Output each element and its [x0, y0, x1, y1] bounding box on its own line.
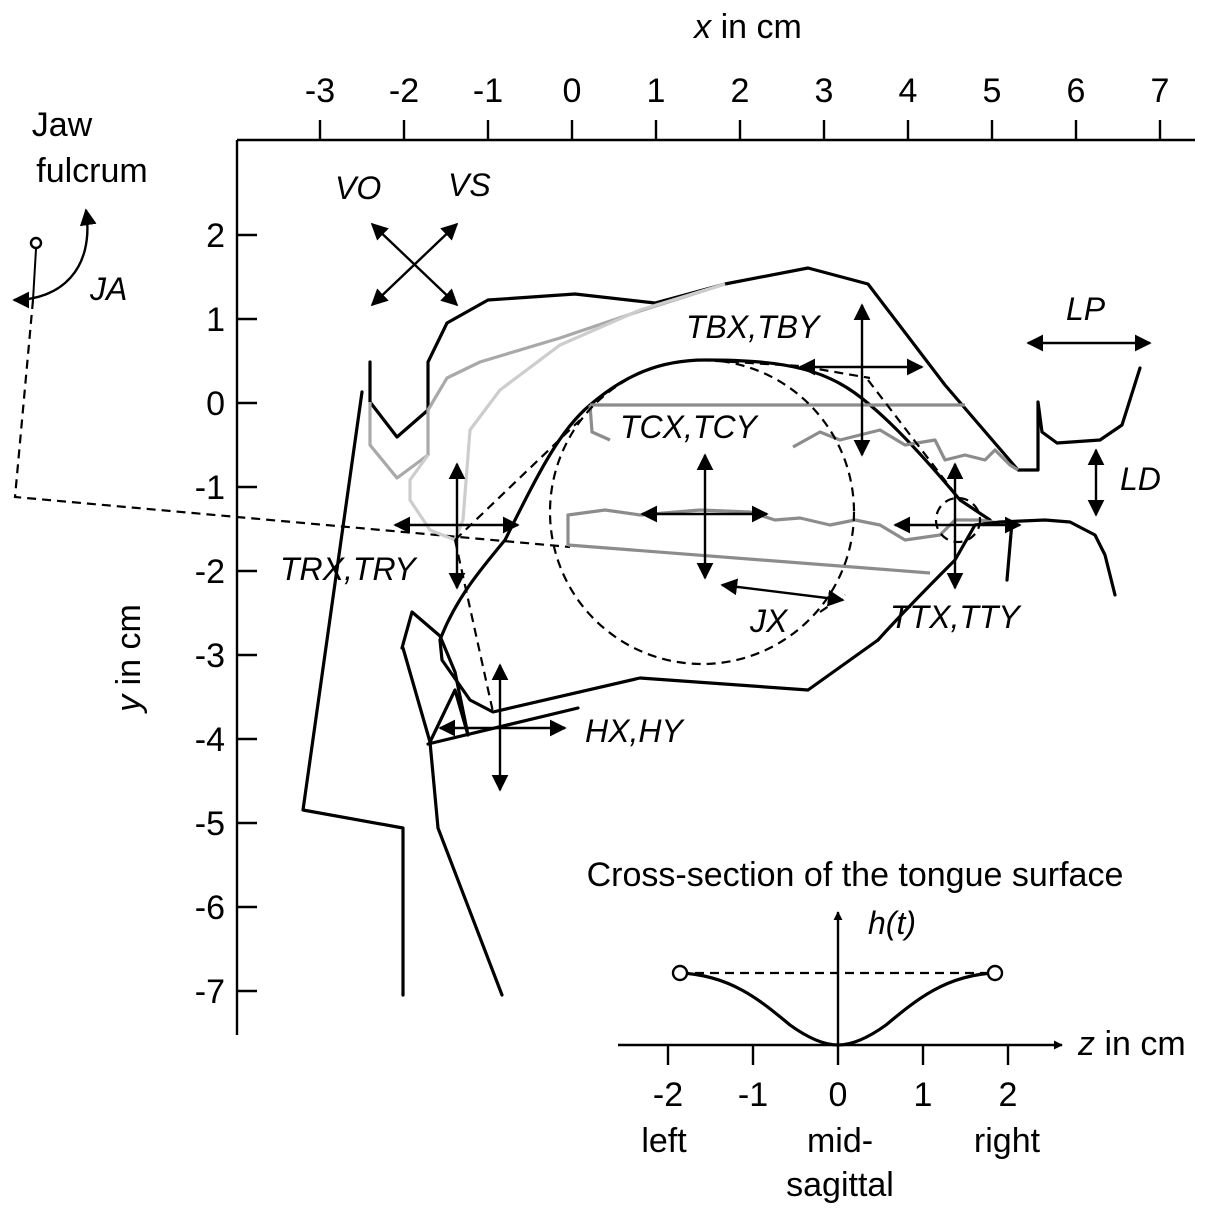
- inset-tick-label: -2: [653, 1076, 683, 1114]
- axis-frame: [235, 138, 1195, 1035]
- trx-try-label: TRX,TRY: [280, 551, 418, 587]
- y-tick-label: 0: [206, 385, 225, 423]
- x-tick-label: 4: [899, 72, 918, 110]
- jx-label: JX: [749, 603, 789, 639]
- inset-left-endpoint: [671, 964, 689, 982]
- velum-variant-1: [368, 282, 726, 480]
- y-tick-label: -6: [195, 889, 225, 927]
- x-tick-label: 0: [563, 72, 582, 110]
- tongue-back-dashed: [699, 358, 871, 380]
- vo-arrow: [370, 222, 459, 307]
- ttx-tty-label: TTX,TTY: [890, 599, 1022, 635]
- x-tick-label: 2: [731, 72, 750, 110]
- hx-hy-label: HX,HY: [585, 713, 685, 749]
- y-tick-label: -4: [195, 721, 225, 759]
- ld-label: LD: [1120, 461, 1161, 497]
- inset-left-label: left: [641, 1122, 687, 1160]
- cross-section-inset: Cross-section of the tongue surface h(t)…: [587, 856, 1186, 1204]
- tongue-body-circle: [548, 358, 856, 666]
- y-tick-label: -3: [195, 637, 225, 675]
- inset-tick-label: 1: [914, 1076, 933, 1114]
- x-tick-label: 3: [815, 72, 834, 110]
- jaw-fulcrum-label-line1: Jaw: [32, 106, 93, 144]
- larynx-outline: [400, 610, 504, 997]
- jaw-dashed-line: [13, 299, 571, 549]
- inset-title: Cross-section of the tongue surface: [587, 856, 1124, 894]
- x-tick-label: 5: [983, 72, 1002, 110]
- parameter-arrows: [370, 222, 1152, 792]
- tongue-gray-line-3: [566, 508, 1011, 545]
- y-tick-label: -2: [195, 553, 225, 591]
- inset-z-label: z in cm: [1077, 1025, 1186, 1063]
- jaw-fulcrum-stem: [32, 248, 37, 301]
- jaw-fulcrum-label-line2: fulcrum: [36, 152, 147, 190]
- x-tick-label: 7: [1151, 72, 1170, 110]
- y-axis-title: y in cm: [110, 604, 148, 714]
- palate-outline: [368, 266, 1142, 472]
- inset-mid-label-line2: sagittal: [786, 1166, 894, 1204]
- x-tick-label: -3: [305, 72, 335, 110]
- inset-tick-label: -1: [738, 1076, 768, 1114]
- lp-label: LP: [1066, 291, 1106, 327]
- y-tick-label: 1: [206, 301, 225, 339]
- vs-label: VS: [448, 167, 491, 203]
- inset-tick-label: 2: [999, 1076, 1018, 1114]
- y-tick-label: -5: [195, 805, 225, 843]
- x-axis-title: x in cm: [692, 8, 802, 46]
- tongue-gray-line-4: [567, 543, 931, 575]
- parameter-labels: VO VS TBX,TBY LP TCX,TCY LD TRX,TRY JX T…: [280, 167, 1161, 749]
- inset-mid-label-line1: mid-: [807, 1122, 873, 1160]
- y-tick-label: -7: [195, 973, 225, 1011]
- tongue-outline: [438, 358, 992, 642]
- y-axis-ticks: 2 1 0 -1 -2 -3 -4 -5 -6 -7: [195, 217, 257, 1011]
- ja-label: JA: [89, 271, 127, 307]
- vo-label: VO: [335, 170, 381, 206]
- inset-right-label: right: [974, 1122, 1041, 1160]
- x-axis-ticks: -3 -2 -1 0 1 2 3 4 5 6 7: [305, 72, 1170, 140]
- jaw-fulcrum: Jaw fulcrum JA: [12, 106, 571, 549]
- larynx-front: [401, 646, 432, 744]
- inset-tick-label: 0: [829, 1076, 848, 1114]
- y-tick-label: 2: [206, 217, 225, 255]
- dorsum-tip-dashed: [867, 379, 961, 501]
- x-tick-label: 1: [647, 72, 666, 110]
- x-tick-label: 6: [1067, 72, 1086, 110]
- inset-ticks: -2 -1 0 1 2: [653, 1045, 1018, 1114]
- x-tick-label: -1: [473, 72, 503, 110]
- lower-incisor: [1005, 520, 1014, 582]
- jaw-fulcrum-point: [29, 236, 43, 250]
- tongue-gray-line-2: [588, 404, 1019, 472]
- tbx-tby-label: TBX,TBY: [686, 309, 822, 345]
- tcx-tcy-label: TCX,TCY: [620, 409, 760, 445]
- inset-right-endpoint: [986, 964, 1004, 982]
- jaw-angle-arrow: [12, 208, 97, 309]
- pharynx-wall: [301, 390, 405, 997]
- lower-lip-outline: [998, 518, 1117, 597]
- y-tick-label: -1: [195, 469, 225, 507]
- tongue-lower-outline: [438, 638, 880, 714]
- inset-h-label: h(t): [868, 905, 916, 941]
- jx-arrow: [720, 578, 845, 607]
- x-tick-label: -2: [389, 72, 419, 110]
- hyoid-line: [426, 706, 580, 746]
